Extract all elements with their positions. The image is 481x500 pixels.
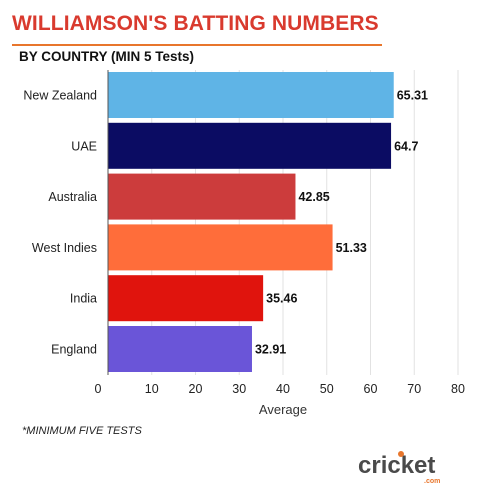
x-tick-label: 40 bbox=[276, 382, 290, 396]
logo-accent-dot bbox=[398, 451, 404, 457]
x-tick-label: 70 bbox=[407, 382, 421, 396]
category-label: Australia bbox=[48, 190, 97, 204]
value-label: 35.46 bbox=[266, 292, 297, 306]
chart-subtitle: BY COUNTRY (MIN 5 Tests) bbox=[19, 49, 195, 64]
bar bbox=[108, 275, 264, 322]
bar bbox=[108, 173, 296, 220]
category-label: New Zealand bbox=[23, 89, 97, 103]
x-tick-label: 0 bbox=[95, 382, 102, 396]
bar bbox=[108, 326, 252, 372]
x-axis-title: Average bbox=[259, 402, 307, 417]
value-label: 51.33 bbox=[336, 241, 367, 255]
x-tick-label: 80 bbox=[451, 382, 465, 396]
category-label: India bbox=[70, 292, 97, 306]
bar-chart: New Zealand 65.31 UAE 64.7 Australia 42.85 Wes… bbox=[23, 70, 465, 417]
category-label: UAE bbox=[71, 139, 97, 153]
bar bbox=[108, 72, 394, 118]
chart-title: WILLIAMSON'S BATTING NUMBERS bbox=[12, 12, 379, 35]
value-label: 64.7 bbox=[394, 139, 418, 153]
title-underline bbox=[12, 44, 382, 46]
x-tick-label: 50 bbox=[320, 382, 334, 396]
logo-suffix-text: .com bbox=[424, 478, 440, 485]
bar bbox=[108, 224, 333, 271]
x-tick-label: 60 bbox=[364, 382, 378, 396]
x-tick-label: 30 bbox=[232, 382, 246, 396]
value-label: 65.31 bbox=[397, 89, 428, 103]
bar bbox=[108, 122, 392, 169]
logo-brand-text: cricket bbox=[358, 452, 435, 479]
footnote: *MINIMUM FIVE TESTS bbox=[22, 425, 142, 437]
x-tick-label: 20 bbox=[189, 382, 203, 396]
cricket-com-logo: cricket .com bbox=[358, 451, 440, 485]
value-label: 42.85 bbox=[298, 190, 329, 204]
category-label: West Indies bbox=[32, 241, 97, 255]
x-tick-label: 10 bbox=[145, 382, 159, 396]
category-label: England bbox=[51, 343, 97, 357]
value-label: 32.91 bbox=[255, 343, 286, 357]
